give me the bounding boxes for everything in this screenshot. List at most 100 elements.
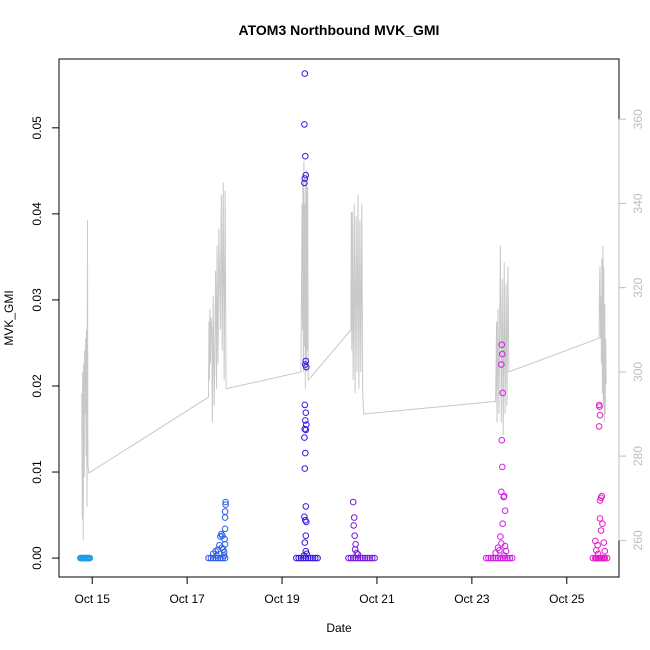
scatter-point: [213, 552, 220, 559]
x-tick-label: Oct 21: [359, 592, 395, 606]
x-tick-label: Oct 23: [454, 592, 490, 606]
plot-box: [58, 58, 620, 578]
scatter-point: [361, 554, 369, 562]
scatter-point: [302, 171, 310, 179]
scatter-point: [498, 341, 506, 349]
scatter-point: [303, 518, 310, 526]
line-series: [81, 161, 607, 541]
y-left-tick-label: 0.01: [30, 460, 44, 484]
scatter-point: [598, 492, 606, 500]
y-left-tick-label: 0.04: [30, 202, 44, 226]
scatter-point: [293, 554, 300, 562]
scatter-point: [349, 554, 357, 562]
point-layer: [77, 70, 611, 562]
scatter-point: [599, 520, 606, 528]
scatter-point: [301, 70, 309, 77]
scatter-point: [498, 361, 505, 368]
scatter-point: [499, 520, 507, 528]
scatter-point: [368, 554, 376, 562]
scatter-point: [301, 121, 308, 128]
scatter-group-5: [482, 341, 516, 562]
scatter-point: [498, 436, 506, 444]
scatter-point: [300, 554, 307, 562]
x-tick-label: Oct 15: [75, 592, 111, 606]
scatter-group-3: [293, 70, 321, 562]
scatter-point: [303, 363, 310, 371]
y-right-tick-label: 340: [631, 193, 645, 213]
scatter-point: [500, 492, 508, 500]
scatter-point: [302, 417, 309, 424]
scatter-point: [222, 501, 229, 509]
x-tick-label: Oct 19: [264, 592, 300, 606]
scatter-point: [351, 532, 359, 540]
scatter-point: [596, 515, 604, 522]
scatter-point: [492, 549, 499, 557]
scatter-point: [592, 547, 600, 554]
line-layer: [81, 161, 607, 541]
scatter-point: [345, 554, 352, 562]
scatter-point: [301, 425, 309, 433]
scatter-point: [300, 552, 308, 559]
scatter-point: [221, 525, 229, 533]
y-left-tick-label: 0.05: [30, 116, 44, 140]
y-right-tick-label: 280: [631, 446, 645, 466]
scatter-point: [314, 554, 321, 562]
scatter-point: [301, 179, 308, 187]
scatter-point: [309, 554, 317, 562]
scatter-point: [485, 554, 492, 562]
scatter-point: [302, 532, 310, 540]
scatter-group-6: [589, 401, 611, 562]
scatter-point: [589, 554, 597, 562]
scatter-point: [301, 465, 309, 472]
scatter-point: [499, 350, 506, 358]
x-tick-label: Oct 25: [549, 592, 585, 606]
scatter-point: [347, 554, 355, 562]
scatter-point: [302, 426, 310, 434]
scatter-point: [221, 514, 229, 521]
scatter-group-4: [345, 498, 378, 562]
scatter-point: [371, 554, 378, 562]
scatter-point: [494, 554, 502, 562]
scatter-point: [499, 463, 506, 471]
scatter-point: [350, 522, 358, 529]
y-left-tick-label: 0.02: [30, 374, 44, 398]
scatter-point: [502, 547, 510, 555]
scatter-point: [596, 411, 604, 419]
scatter-point: [205, 554, 212, 562]
y-right-axis: 260 280 300 320 340 360: [618, 109, 645, 550]
scatter-point: [596, 403, 603, 410]
scatter-point: [597, 527, 605, 534]
scatter-point: [351, 546, 359, 553]
scatter-point: [359, 554, 367, 562]
scatter-group-1: [77, 554, 94, 562]
scatter-point: [302, 449, 309, 457]
scatter-point: [508, 554, 516, 562]
scatter-point: [301, 539, 309, 546]
x-axis: Oct 15 Oct 17 Oct 19 Oct 21 Oct 23 Oct 25: [75, 576, 585, 606]
y-right-tick-label: 300: [631, 362, 645, 382]
scatter-point: [302, 152, 309, 160]
scatter-point: [302, 409, 310, 417]
x-tick-label: Oct 17: [169, 592, 205, 606]
scatter-point: [489, 554, 497, 562]
scatter-point: [221, 508, 229, 515]
scatter-point: [312, 554, 319, 562]
scatter-point: [302, 503, 310, 510]
scatter-point: [295, 554, 303, 562]
scatter-point: [499, 389, 507, 397]
scatter-point: [349, 498, 357, 506]
scatter-point: [595, 423, 603, 430]
chart-title: ATOM3 Northbound MVK_GMI: [239, 22, 440, 38]
scatter-point: [603, 554, 611, 562]
scatter-point: [86, 554, 94, 562]
scatter-point: [506, 554, 514, 562]
scatter-point: [354, 551, 362, 558]
x-axis-label: Date: [326, 621, 352, 635]
scatter-point: [601, 547, 609, 555]
scatter-group-2: [205, 498, 229, 562]
scatter-point: [222, 498, 229, 506]
y-left-axis: 0.00 0.01 0.02 0.03 0.04 0.05: [30, 116, 60, 570]
scatter-point: [482, 554, 490, 562]
y-left-tick-label: 0.00: [30, 546, 44, 570]
